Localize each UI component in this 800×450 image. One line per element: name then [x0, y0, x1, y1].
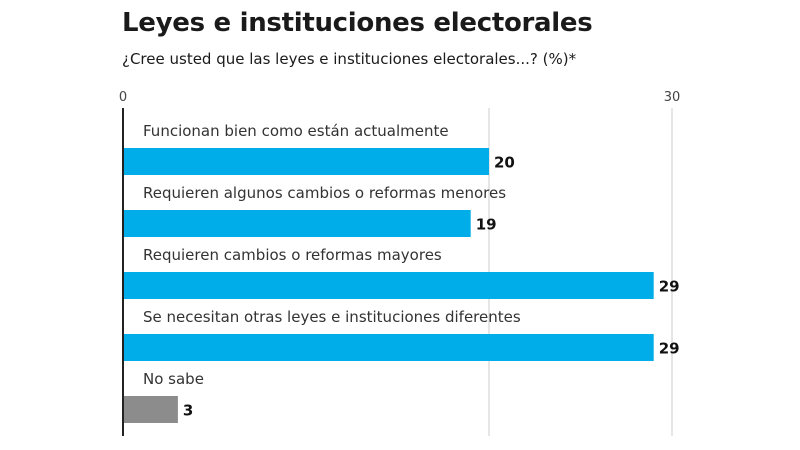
category-label-5: No sabe — [143, 370, 204, 388]
chart-title: Leyes e instituciones electorales — [122, 8, 593, 38]
bar-5 — [123, 396, 178, 423]
value-label-3: 29 — [659, 278, 680, 296]
chart-subtitle: ¿Cree usted que las leyes e institucione… — [122, 50, 577, 68]
x-tick-label-0: 0 — [119, 90, 127, 105]
bar-2 — [123, 210, 471, 237]
value-label-1: 20 — [494, 154, 515, 172]
category-label-4: Se necesitan otras leyes e instituciones… — [143, 308, 521, 326]
bar-3 — [123, 272, 654, 299]
x-tick-label-30: 30 — [664, 90, 681, 105]
bar-4 — [123, 334, 654, 361]
category-label-2: Requieren algunos cambios o reformas men… — [143, 184, 506, 202]
category-label-3: Requieren cambios o reformas mayores — [143, 246, 442, 264]
value-label-2: 19 — [476, 216, 497, 234]
value-label-5: 3 — [183, 402, 193, 420]
value-label-4: 29 — [659, 340, 680, 358]
category-label-1: Funcionan bien como están actualmente — [143, 122, 449, 140]
bar-1 — [123, 148, 489, 175]
